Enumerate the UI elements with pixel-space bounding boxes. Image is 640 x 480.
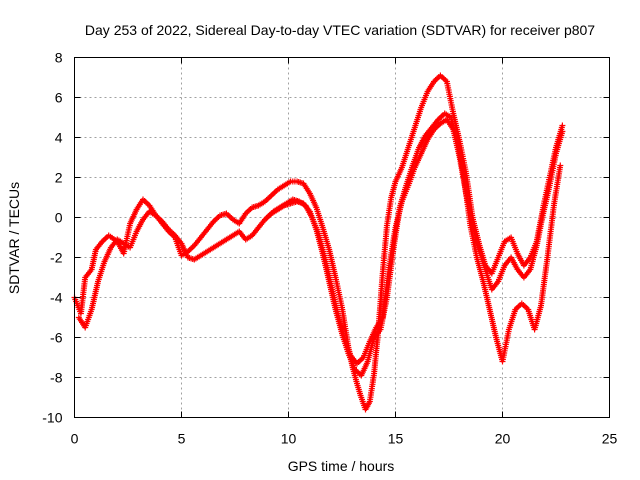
- plot-frame: [74, 57, 610, 418]
- y-tick-label: -4: [50, 290, 63, 306]
- series-3: [264, 116, 566, 367]
- plus-markers: [75, 110, 564, 379]
- y-tick-label: -8: [50, 370, 63, 386]
- y-tick-label: -2: [50, 250, 63, 266]
- chart-title: Day 253 of 2022, Sidereal Day-to-day VTE…: [85, 22, 595, 38]
- x-tick-label: 5: [178, 431, 186, 447]
- y-tick-label: -6: [50, 330, 63, 346]
- y-tick-label: 6: [55, 90, 63, 106]
- x-axis-label: GPS time / hours: [288, 458, 395, 474]
- y-tick-label: 4: [55, 130, 63, 146]
- x-tick-label: 20: [495, 431, 511, 447]
- grid: [74, 57, 610, 418]
- y-tick-label: 0: [55, 210, 63, 226]
- y-axis-label: SDTVAR / TECUs: [6, 182, 22, 294]
- x-tick-label: 10: [281, 431, 297, 447]
- data-marks: [71, 72, 566, 413]
- y-tick-label: 2: [55, 170, 63, 186]
- series-2: [75, 110, 564, 379]
- axis-ticks: 0 5 10 15 20 25 -10 -8 -6 -4 -2 0 2 4 6 8: [42, 50, 617, 447]
- x-tick-label: 15: [388, 431, 404, 447]
- y-tick-label: -10: [42, 410, 62, 426]
- plus-markers: [264, 116, 566, 367]
- y-tick-label: 8: [55, 50, 63, 66]
- x-tick-label: 25: [602, 431, 618, 447]
- x-tick-label: 0: [71, 431, 79, 447]
